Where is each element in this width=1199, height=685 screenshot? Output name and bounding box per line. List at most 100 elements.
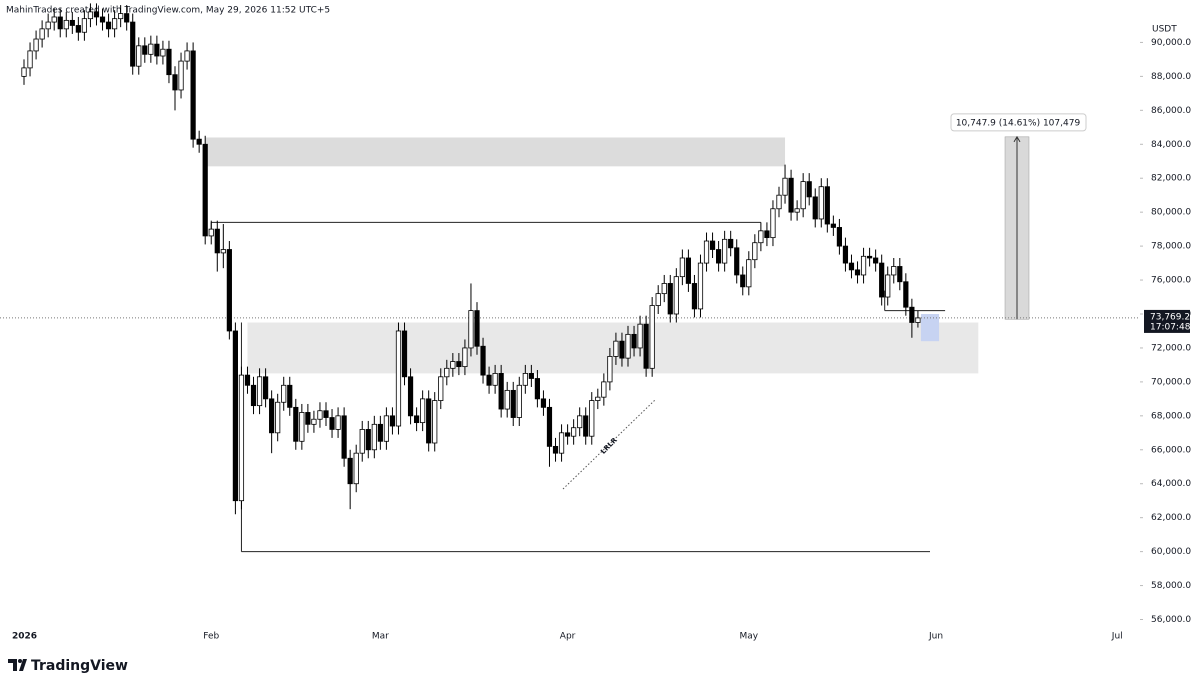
- candle-body: [746, 259, 752, 288]
- candle-body: [305, 412, 311, 425]
- candle-body: [124, 13, 130, 23]
- candle-body: [897, 266, 903, 283]
- candle-body: [178, 60, 184, 91]
- candle-body: [679, 257, 685, 278]
- candle-body: [407, 376, 414, 417]
- x-tick-label: May: [739, 632, 758, 642]
- candle-body: [885, 274, 891, 298]
- candle-body: [788, 177, 794, 213]
- candle-body: [112, 18, 118, 30]
- candle-body: [39, 28, 45, 40]
- candle-body: [93, 11, 100, 18]
- candle-body: [69, 19, 75, 26]
- y-tick-label: 70,000.0: [1151, 377, 1191, 387]
- candle-body: [685, 257, 692, 284]
- plot: LRLR 10,747.9 (14.61%) 107,479: [0, 3, 1140, 553]
- candle-body: [848, 262, 855, 271]
- candle-body: [601, 381, 607, 398]
- candle-body: [661, 283, 667, 295]
- y-tick-label: 58,000.0: [1151, 581, 1191, 591]
- candle-body: [432, 400, 438, 444]
- candle-body: [915, 317, 921, 323]
- candle-body: [498, 373, 504, 410]
- candle-body: [836, 227, 843, 247]
- candle-body: [99, 16, 106, 23]
- candle-body: [377, 423, 383, 442]
- candle-body: [879, 262, 885, 298]
- x-tick-label: Feb: [203, 632, 219, 642]
- candle-body: [703, 240, 710, 264]
- candle-body: [444, 367, 450, 378]
- candle-body: [27, 50, 33, 69]
- candle-body: [220, 249, 226, 254]
- candle-body: [262, 376, 269, 400]
- candle-body: [854, 269, 861, 276]
- candle-body: [269, 398, 275, 434]
- candle-body: [75, 25, 81, 33]
- y-tick-label: 86,000.0: [1151, 106, 1191, 116]
- candle-body: [697, 262, 704, 310]
- candle-body: [462, 347, 468, 368]
- candle-body: [643, 323, 649, 369]
- candle-body: [770, 208, 776, 239]
- candle-body: [214, 228, 220, 254]
- y-tick-label: 84,000.0: [1151, 140, 1191, 150]
- candle-body: [673, 276, 679, 315]
- x-tick-label: Jul: [1111, 632, 1123, 642]
- measure-label-box: [950, 113, 1087, 132]
- candle-body: [256, 376, 263, 407]
- y-tick-label: 78,000.0: [1151, 242, 1191, 252]
- candle-body: [148, 43, 154, 55]
- candle-body: [546, 406, 553, 447]
- candle-body: [860, 255, 867, 276]
- candle-body: [909, 306, 915, 323]
- candle-body: [57, 16, 63, 30]
- candle-body: [281, 384, 287, 403]
- candle-body: [413, 415, 420, 424]
- candle-body: [293, 406, 299, 442]
- candle-body: [426, 398, 432, 444]
- logo-icon: [8, 659, 27, 671]
- candle-body: [873, 257, 879, 264]
- candle-body: [552, 445, 559, 454]
- candle-body: [534, 378, 541, 400]
- candle-body: [528, 373, 534, 379]
- candle-body: [667, 283, 673, 315]
- y-tick-label: 62,000.0: [1151, 513, 1191, 523]
- candle-body: [275, 401, 281, 434]
- candle-body: [734, 247, 740, 276]
- candle-body: [782, 177, 788, 196]
- zone: [205, 137, 786, 167]
- candle-body: [166, 48, 172, 76]
- candle-body: [389, 415, 396, 427]
- candle-body: [323, 410, 329, 418]
- candle-body: [903, 281, 909, 308]
- candle-body: [317, 410, 323, 420]
- candle-body: [565, 432, 571, 437]
- y-tick-label: 66,000.0: [1151, 445, 1191, 455]
- candle-body: [130, 21, 136, 67]
- candle-body: [184, 50, 190, 62]
- y-tick-label: 82,000.0: [1151, 174, 1191, 184]
- y-tick-label: 60,000.0: [1151, 547, 1191, 557]
- candle-body: [613, 340, 619, 357]
- x-tick-label: Jun: [928, 632, 943, 642]
- candle-body: [196, 138, 202, 145]
- candle-body: [172, 74, 178, 91]
- y-tick-label: 76,000.0: [1151, 276, 1191, 286]
- candle-body: [136, 45, 142, 67]
- candle-body: [383, 415, 390, 442]
- y-tick-label: 90,000.0: [1151, 38, 1191, 48]
- candle-body: [51, 16, 57, 23]
- candle-body: [21, 67, 27, 77]
- candle-body: [359, 429, 365, 454]
- candle-body: [842, 245, 849, 264]
- candle-body: [311, 418, 317, 425]
- candle-body: [401, 330, 408, 378]
- header: MahinTrades created with TradingView.com…: [6, 6, 330, 16]
- candle-body: [480, 345, 486, 376]
- candle-body: [250, 384, 257, 407]
- logo-shape: [18, 659, 22, 663]
- candle-body: [867, 255, 873, 259]
